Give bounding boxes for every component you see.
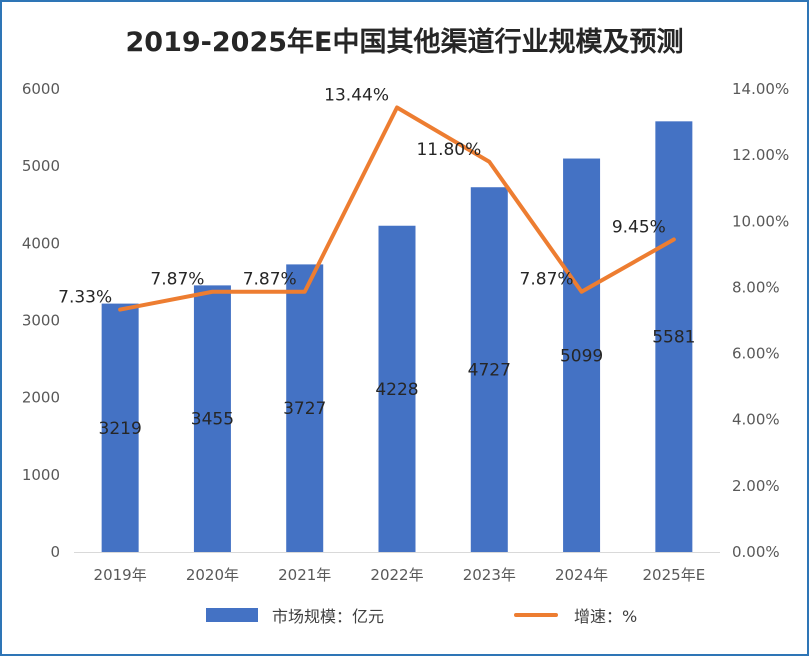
x-tick-label: 2020年: [186, 566, 239, 584]
bar-data-label: 4228: [375, 380, 418, 400]
y-right-tick-label: 0.00%: [732, 543, 780, 561]
bar-data-label: 3219: [99, 419, 142, 439]
y-right-tick-label: 2.00%: [732, 477, 780, 495]
y-left-tick-label: 4000: [22, 234, 60, 252]
line-data-label: 7.87%: [150, 270, 204, 290]
legend-label-line: 增速：%: [574, 607, 638, 626]
bar-data-label: 5581: [652, 328, 695, 348]
y-right-tick-label: 6.00%: [732, 345, 780, 363]
combo-chart: 0 1000 2000 3000 4000 5000 6000 0.00% 2.00% 4.00%…: [22, 80, 789, 584]
y-right-tick-label: 14.00%: [732, 80, 789, 98]
legend-swatch-line: [514, 613, 558, 617]
growth-line: [118, 105, 676, 312]
legend-item-bar: 市场规模：亿元: [206, 602, 384, 628]
legend-label-bar: 市场规模：亿元: [272, 607, 385, 626]
x-tick-label: 2022年: [370, 566, 423, 584]
bar-data-label: 3727: [283, 399, 326, 419]
bar: [101, 303, 139, 552]
legend-swatch-bar: [206, 608, 258, 622]
y-left-tick-label: 5000: [22, 157, 60, 175]
bar: [193, 285, 231, 552]
x-tick-label: 2019年: [94, 566, 147, 584]
bar: [563, 158, 601, 552]
bar: [286, 264, 324, 552]
y-right-tick-label: 10.00%: [732, 212, 789, 230]
line-data-label: 7.33%: [58, 288, 112, 308]
chart-title: 2019-2025年E中国其他渠道行业规模及预测: [125, 27, 684, 58]
y-right-tick-label: 4.00%: [732, 411, 780, 429]
y-left-tick-label: 3000: [22, 312, 60, 330]
line-data-label: 7.87%: [243, 270, 297, 290]
line-data-label: 13.44%: [324, 86, 389, 106]
line-data-label: 7.87%: [520, 270, 574, 290]
x-tick-label: 2023年: [463, 566, 516, 584]
bar: [378, 225, 416, 553]
line-data-label: 11.80%: [416, 140, 481, 160]
x-tick-label: 2021年: [278, 566, 331, 584]
bar-data-label: 5099: [560, 346, 603, 366]
y-left-tick-label: 2000: [22, 389, 60, 407]
x-tick-label: 2025年E: [643, 566, 706, 584]
bar: [470, 187, 508, 553]
y-left-tick-label: 6000: [22, 80, 60, 98]
y-left-tick-label: 1000: [22, 466, 60, 484]
line-data-label: 9.45%: [612, 217, 666, 237]
bar-data-label: 3455: [191, 410, 234, 430]
bar-data-label: 4727: [468, 361, 511, 381]
y-right-tick-label: 12.00%: [732, 146, 789, 164]
bar: [655, 121, 693, 553]
y-left-tick-label: 0: [50, 543, 60, 561]
x-tick-label: 2024年: [555, 566, 608, 584]
legend-item-line: 增速：%: [514, 602, 637, 628]
y-right-tick-label: 8.00%: [732, 278, 780, 296]
